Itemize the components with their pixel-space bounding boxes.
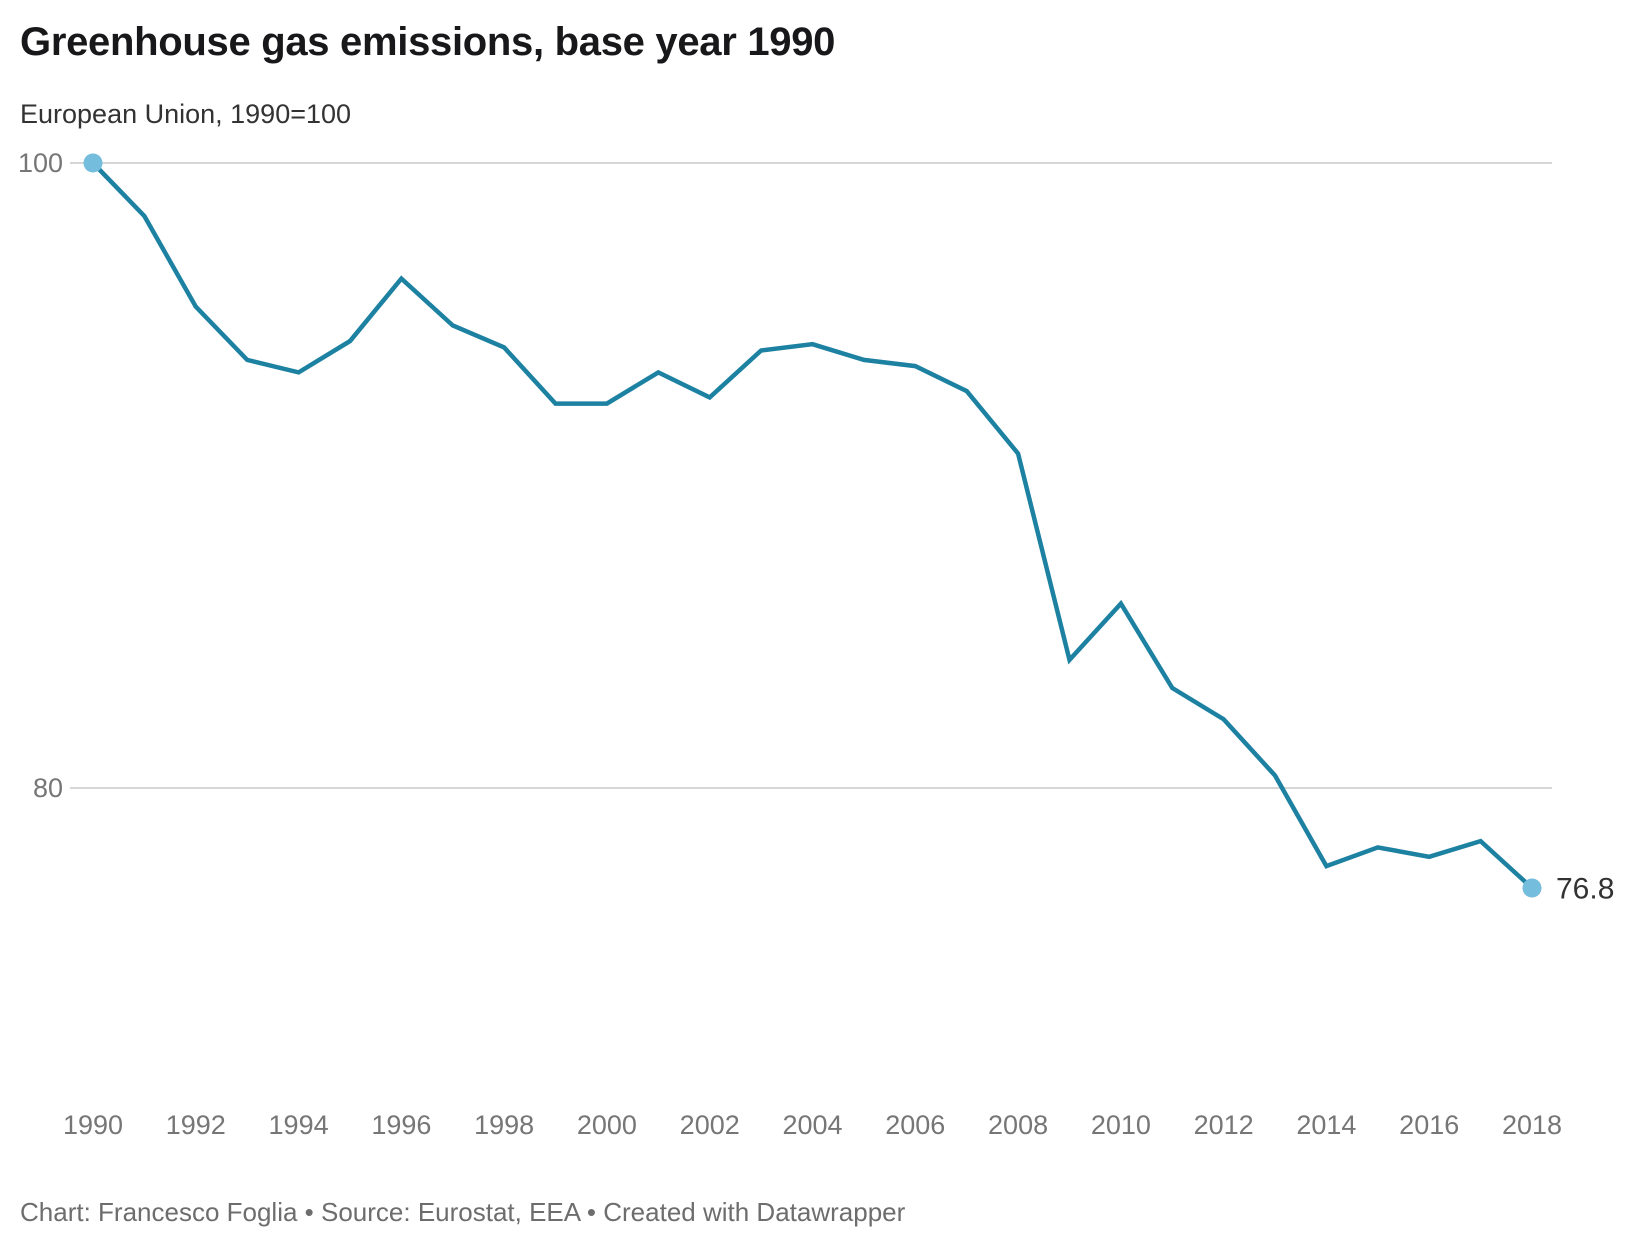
y-tick-label-80: 80 xyxy=(33,773,63,803)
x-tick-label-2018: 2018 xyxy=(1502,1110,1562,1140)
x-tick-label-1998: 1998 xyxy=(474,1110,534,1140)
attribution-footer: Chart: Francesco Foglia • Source: Eurost… xyxy=(20,1197,906,1227)
x-tick-label-2006: 2006 xyxy=(885,1110,945,1140)
x-tick-label-2008: 2008 xyxy=(988,1110,1048,1140)
x-tick-label-1992: 1992 xyxy=(166,1110,226,1140)
x-tick-label-1996: 1996 xyxy=(371,1110,431,1140)
x-tick-label-1994: 1994 xyxy=(269,1110,329,1140)
start-point-marker xyxy=(83,153,103,173)
x-tick-label-1990: 1990 xyxy=(63,1110,123,1140)
x-tick-label-2016: 2016 xyxy=(1399,1110,1459,1140)
x-tick-label-2002: 2002 xyxy=(680,1110,740,1140)
chart-title: Greenhouse gas emissions, base year 1990 xyxy=(20,20,836,64)
x-tick-label-2010: 2010 xyxy=(1091,1110,1151,1140)
y-tick-label-100: 100 xyxy=(18,148,63,178)
end-value-label: 76.8 xyxy=(1556,873,1614,906)
x-tick-label-2014: 2014 xyxy=(1296,1110,1356,1140)
emissions-line xyxy=(91,161,1534,890)
x-tick-label-2004: 2004 xyxy=(782,1110,842,1140)
x-tick-label-2000: 2000 xyxy=(577,1110,637,1140)
x-tick-label-2012: 2012 xyxy=(1194,1110,1254,1140)
chart-subtitle: European Union, 1990=100 xyxy=(20,99,352,129)
end-point-marker xyxy=(1522,878,1542,898)
